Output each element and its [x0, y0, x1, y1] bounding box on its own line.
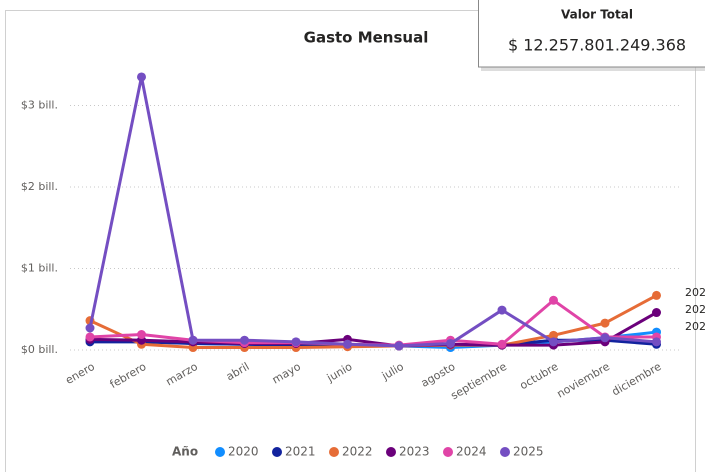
legend-swatch	[386, 447, 396, 457]
data-point	[549, 330, 558, 340]
data-point	[137, 72, 146, 82]
legend-swatch	[272, 447, 282, 457]
legend-title: Año	[172, 445, 198, 459]
data-point	[652, 337, 661, 347]
legend-label: 2022	[342, 445, 373, 459]
data-point	[85, 332, 95, 342]
legend-label: 2024	[456, 445, 487, 459]
data-point	[549, 295, 558, 305]
data-point	[394, 341, 404, 351]
data-point	[291, 337, 301, 347]
legend-swatch	[329, 447, 339, 457]
end-label: 2023	[685, 303, 705, 316]
card-value: $ 12.257.801.249.368	[508, 36, 686, 55]
data-point	[549, 337, 558, 347]
series-line	[88, 75, 657, 348]
data-point	[600, 333, 610, 343]
legend-swatch	[215, 447, 225, 457]
data-point	[240, 335, 249, 345]
y-tick-label: $1 bill.	[21, 262, 58, 275]
chart-panel	[5, 10, 696, 472]
legend-label: 2025	[513, 445, 544, 459]
data-point	[652, 308, 661, 318]
series-line	[89, 311, 658, 348]
y-tick-label: $0 bill.	[21, 343, 58, 356]
data-point	[652, 290, 661, 300]
card	[478, 0, 705, 68]
legend-label: 2020	[228, 445, 259, 459]
legend-swatch	[443, 447, 453, 457]
data-point	[85, 323, 95, 333]
card-title: Valor Total	[561, 8, 633, 22]
data-point	[497, 339, 507, 349]
legend-label: 2023	[399, 445, 430, 459]
data-point	[497, 305, 507, 315]
data-point	[343, 339, 352, 349]
end-label: 2020	[685, 320, 705, 333]
data-point	[600, 318, 610, 328]
data-point	[446, 338, 455, 348]
legend-label: 2021	[285, 445, 316, 459]
y-tick-label: $2 bill.	[21, 180, 58, 193]
legend-swatch	[500, 447, 510, 457]
end-label: 2022	[685, 286, 705, 299]
data-point	[188, 335, 198, 345]
y-tick-label: $3 bill.	[21, 99, 58, 112]
chart-title: Gasto Mensual	[304, 29, 429, 47]
data-point	[137, 330, 146, 340]
